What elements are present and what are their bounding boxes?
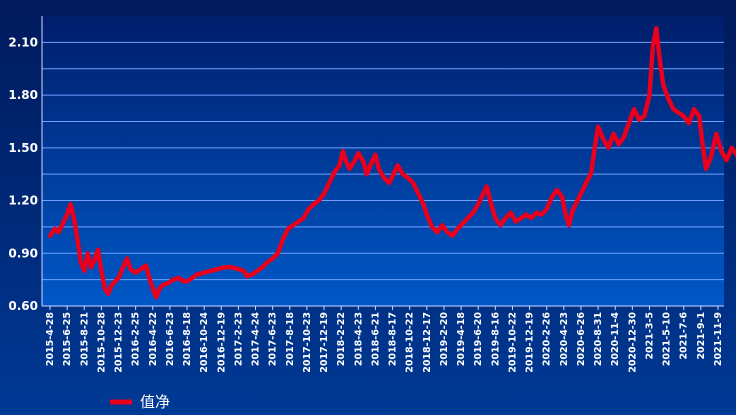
x-tick-label: 2018-8-17	[388, 312, 399, 366]
x-tick-label: 2021-11-9	[713, 312, 724, 366]
x-tick-label: 2016-8-18	[182, 312, 193, 367]
x-tick-label: 2017-6-23	[268, 312, 279, 366]
x-tick-label: 2017-8-18	[285, 312, 296, 367]
y-tick-label: 1.50	[8, 141, 38, 155]
x-tick-label: 2019-6-20	[473, 312, 484, 367]
x-tick-label: 2020-8-31	[593, 312, 604, 366]
legend-label: 值净	[140, 393, 170, 411]
x-tick-label: 2019-2-20	[439, 312, 450, 367]
x-tick-label: 2015-10-28	[96, 312, 107, 373]
x-tick-label: 2020-11-4	[610, 312, 621, 367]
y-tick-label: 2.10	[8, 35, 38, 49]
y-tick-label: 1.80	[8, 88, 38, 102]
x-tick-label: 2021-7-6	[679, 312, 690, 360]
y-tick-label: 1.20	[8, 194, 38, 208]
x-tick-label: 2021-9-1	[696, 312, 707, 360]
x-tick-label: 2015-4-28	[45, 312, 56, 367]
x-tick-label: 2021-5-10	[662, 312, 673, 367]
x-tick-label: 2017-4-24	[251, 312, 262, 367]
x-tick-label: 2015-12-23	[114, 312, 125, 373]
x-tick-label: 2016-2-25	[131, 312, 142, 366]
x-tick-label: 2020-2-26	[542, 312, 553, 367]
x-tick-label: 2020-12-30	[627, 312, 638, 373]
x-tick-label: 2017-2-23	[233, 312, 244, 366]
x-tick-label: 2017-12-19	[319, 312, 330, 373]
y-tick-label: 0.60	[8, 299, 38, 313]
x-tick-label: 2019-12-19	[525, 312, 536, 373]
x-tick-label: 2019-4-18	[456, 312, 467, 367]
x-tick-label: 2015-6-25	[62, 312, 73, 366]
legend: 值净	[110, 393, 170, 411]
x-tick-label: 2018-4-23	[353, 312, 364, 366]
y-tick-label: 0.90	[8, 246, 38, 260]
x-tick-label: 2021-3-5	[644, 312, 655, 360]
x-tick-label: 2015-8-21	[79, 312, 90, 366]
plot-background	[42, 16, 724, 306]
x-tick-labels: 2015-4-28 2015-6-25 2015-8-21 2015-10-28 201…	[45, 306, 724, 373]
x-tick-label: 2019-10-22	[507, 312, 518, 373]
x-tick-label: 2016-6-23	[165, 312, 176, 366]
x-tick-label: 2018-2-22	[336, 312, 347, 366]
x-tick-label: 2018-12-17	[422, 312, 433, 373]
x-tick-label: 2020-4-23	[559, 312, 570, 366]
x-tick-label: 2018-10-22	[405, 312, 416, 373]
y-tick-labels: 0.60 0.90 1.20 1.50 1.80 2.10	[8, 35, 38, 313]
x-tick-label: 2018-6-21	[370, 312, 381, 366]
x-tick-label: 2019-8-16	[490, 312, 501, 367]
x-tick-label: 2017-10-23	[302, 312, 313, 373]
series-line	[47, 26, 736, 300]
x-tick-label: 2016-4-22	[148, 312, 159, 366]
x-tick-label: 2020-6-26	[576, 312, 587, 367]
x-tick-label: 2016-12-19	[216, 312, 227, 373]
x-tick-label: 2016-10-24	[199, 312, 210, 373]
series-layer	[47, 26, 736, 300]
